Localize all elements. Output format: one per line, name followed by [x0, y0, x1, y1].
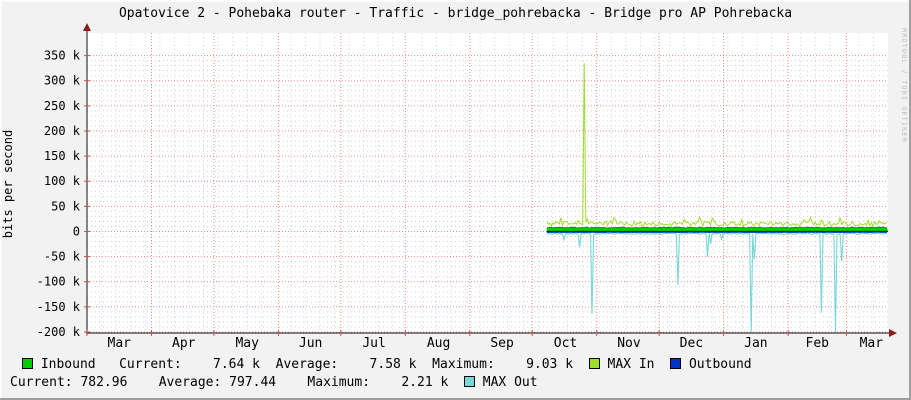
y-tick-label: 0	[73, 224, 80, 238]
y-tick-label: -100 k	[37, 275, 81, 289]
x-tick-label: Jul	[362, 336, 385, 351]
x-tick-label: Mar	[108, 336, 132, 351]
y-tick-label: 150 k	[44, 149, 81, 163]
legend-text: Outbound	[681, 357, 752, 372]
y-axis-arrow	[83, 23, 91, 31]
x-tick-label: Aug	[427, 336, 450, 351]
x-tick-label: Dec	[680, 336, 703, 351]
y-tick-label: -200 k	[37, 325, 81, 339]
x-axis-arrow	[889, 329, 897, 337]
y-tick-label: 200 k	[44, 124, 81, 138]
max-out-swatch	[463, 376, 475, 387]
y-tick-label: 100 k	[44, 174, 81, 188]
outbound-swatch	[670, 358, 682, 369]
x-tick-label: May	[235, 336, 259, 351]
rrdtool-watermark: RRDTOOL / TOBI OETIKER	[900, 28, 908, 143]
x-tick-label: Oct	[554, 336, 577, 351]
x-tick-label: Sep	[490, 336, 514, 351]
x-tick-label: Nov	[617, 336, 641, 351]
legend-row-1: Inbound Current: 7.64 k Average: 7.58 k …	[22, 358, 752, 371]
legend-text: Current: 782.96 Average: 797.44 Maximum:…	[10, 375, 464, 390]
y-tick-label: -150 k	[37, 300, 81, 314]
y-tick-label: 50 k	[51, 199, 81, 213]
series-inbound-edge	[546, 226, 888, 229]
y-tick-label: -50 k	[44, 250, 81, 264]
x-tick-label: Mar	[860, 336, 884, 351]
x-tick-label: Jan	[744, 336, 767, 351]
series-max-in-line	[546, 63, 888, 228]
legend-text: Inbound Current: 7.64 k Average: 7.58 k …	[33, 357, 589, 372]
y-tick-label: 300 k	[44, 74, 81, 88]
y-tick-label: 250 k	[44, 99, 81, 113]
x-tick-label: Jun	[299, 336, 322, 351]
series-max-out-line	[546, 232, 887, 333]
x-tick-label: Feb	[806, 336, 830, 351]
graph-title: Opatovice 2 - Pohebaka router - Traffic …	[118, 6, 793, 21]
max-in-swatch	[588, 358, 600, 369]
x-tick-label: Apr	[172, 336, 196, 351]
plot-canvas	[87, 33, 888, 333]
legend-text: MAX In	[599, 357, 671, 372]
legend-text: MAX Out	[474, 375, 538, 390]
legend-row-2: Current: 782.96 Average: 797.44 Maximum:…	[10, 376, 538, 389]
inbound-swatch	[22, 358, 33, 369]
y-tick-label: 350 k	[44, 49, 81, 63]
